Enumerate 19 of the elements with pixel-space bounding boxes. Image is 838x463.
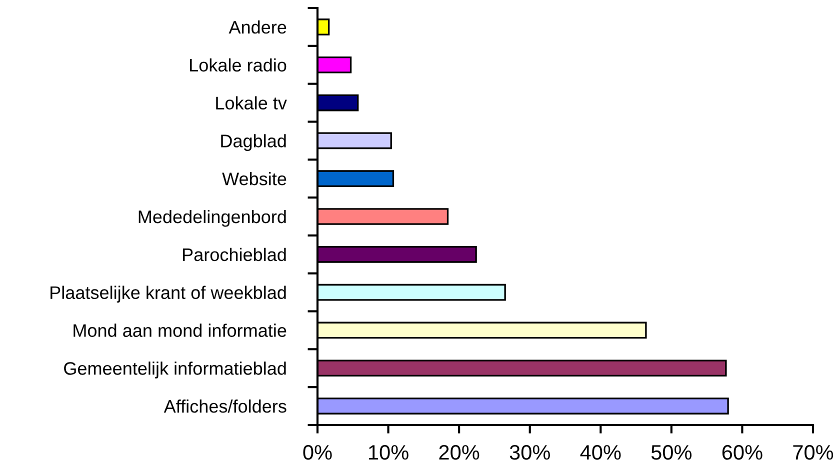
x-tick-label: 10% [369, 444, 408, 460]
y-tick-label: Gemeentelijk informatieblad [64, 362, 286, 378]
y-tick-label: Plaatselijke krant of weekblad [50, 286, 286, 303]
x-tick-label: 50% [651, 444, 692, 460]
y-tick-label: Lokale tv [216, 96, 287, 110]
y-tick-label: Website [222, 172, 286, 186]
x-tick-label: 40% [580, 444, 621, 460]
x-tick-label: 70% [793, 444, 834, 460]
y-tick-label: Mond aan mond informatie [74, 324, 286, 337]
y-tick-label: Lokale radio [190, 58, 286, 72]
y-tick-label: Mededelingenbord [138, 210, 286, 227]
y-tick-label: Affiches/folders [164, 400, 286, 413]
x-tick-label: 60% [722, 444, 762, 460]
y-tick-label: Parochieblad [183, 248, 286, 262]
x-tick-label: 20% [439, 444, 480, 460]
y-tick-label: Andere [228, 20, 286, 34]
x-tick-label: 30% [510, 444, 550, 460]
y-tick-label: Dagblad [221, 134, 286, 151]
x-tick-label: 0% [303, 444, 332, 460]
